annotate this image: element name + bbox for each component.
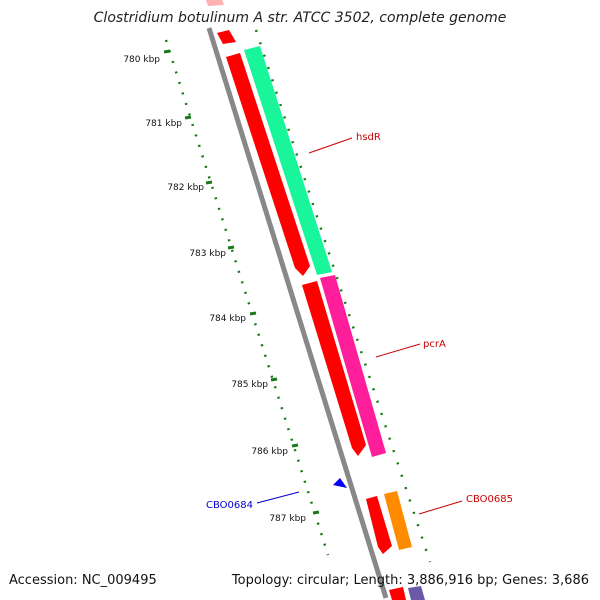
tick-mark	[205, 180, 213, 185]
gene-red-forward-3[interactable]	[366, 496, 392, 554]
tick-labels: 780 kbp 781 kbp 782 kbp 783 kbp 784 kbp …	[123, 55, 306, 524]
CBO0685-leader	[418, 500, 463, 515]
tick-mark	[184, 115, 192, 120]
gene-red-forward-2[interactable]	[302, 281, 366, 456]
gene-arrow-top-pink[interactable]	[206, 0, 224, 6]
genome-backbone	[206, 27, 389, 599]
gene-pcrA[interactable]	[320, 275, 386, 457]
tick-label: 787 kbp	[269, 514, 306, 524]
gene-arrow-top-red[interactable]	[217, 30, 236, 44]
gene-bottom-purple[interactable]	[408, 586, 425, 600]
tick-dashes	[163, 49, 320, 515]
tick-label: 783 kbp	[189, 249, 226, 259]
gene-labels: hsdR pcrA CBO0684 CBO0685	[206, 132, 513, 511]
tick-mark	[249, 311, 257, 316]
tick-label: 780 kbp	[123, 55, 160, 65]
tick-mark	[270, 377, 278, 382]
tick-label: 781 kbp	[145, 119, 182, 129]
tick-label: 784 kbp	[209, 314, 246, 324]
gene-label-CBO0685: CBO0685	[466, 494, 513, 505]
tick-mark	[227, 245, 235, 250]
outer-dotted-rail	[164, 39, 330, 556]
gene-label-CBO0684: CBO0684	[206, 500, 253, 511]
tick-label: 782 kbp	[167, 183, 204, 193]
map-title: Clostridium botulinum A str. ATCC 3502, …	[93, 10, 507, 26]
gene-CBO0685[interactable]	[384, 491, 412, 550]
tick-mark	[163, 49, 171, 54]
genes	[206, 0, 425, 600]
gene-CBO0684[interactable]	[333, 478, 347, 488]
tick-mark	[312, 510, 320, 515]
accession-text: Accession: NC_009495	[9, 573, 157, 588]
gene-red-forward-1[interactable]	[226, 53, 310, 276]
gene-hsdR[interactable]	[244, 46, 332, 275]
gene-label-hsdR: hsdR	[356, 132, 381, 143]
inner-dotted-rail	[254, 29, 432, 563]
tick-mark	[291, 443, 299, 448]
CBO0684-leader	[256, 491, 300, 504]
hsdR-leader	[308, 137, 353, 154]
tick-label: 786 kbp	[251, 447, 288, 457]
gene-bottom-red[interactable]	[389, 587, 406, 600]
pcrA-leader	[375, 343, 421, 358]
gene-label-pcrA: pcrA	[423, 339, 446, 350]
tick-label: 785 kbp	[231, 380, 268, 390]
genome-summary-text: Topology: circular; Length: 3,886,916 bp…	[231, 573, 589, 588]
leader-lines	[256, 137, 463, 515]
